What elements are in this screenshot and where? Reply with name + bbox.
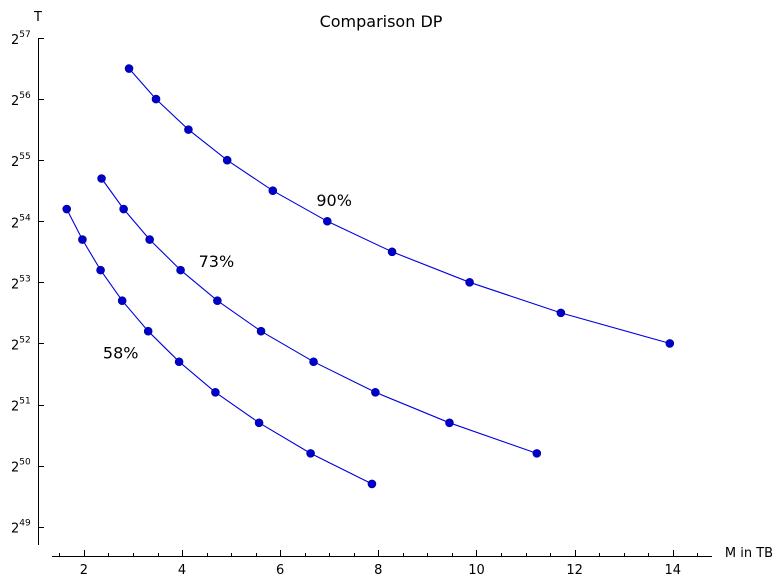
x-tick-label: 14 xyxy=(664,563,681,578)
series-layer xyxy=(62,64,675,489)
chart-title: Comparison DP xyxy=(320,12,443,31)
data-point xyxy=(465,278,474,287)
series-line xyxy=(128,68,670,344)
data-point xyxy=(62,204,72,214)
series-0 xyxy=(124,64,675,348)
data-point xyxy=(254,418,264,428)
x-tick-label: 2 xyxy=(80,563,88,578)
data-point xyxy=(211,387,220,397)
y-ticks: 249 250 251 252 253 254 255 256 257 xyxy=(11,30,44,537)
series-line xyxy=(66,208,373,485)
data-point xyxy=(174,357,184,367)
y-tick-label: 251 xyxy=(11,397,31,415)
data-point xyxy=(222,155,232,165)
y-tick-label: 257 xyxy=(11,30,31,48)
data-point xyxy=(367,479,377,489)
x-axis-title: M in TB xyxy=(725,546,773,561)
data-point xyxy=(556,308,566,318)
data-point xyxy=(97,174,106,183)
y-tick-label: 253 xyxy=(11,274,31,292)
data-point xyxy=(143,326,153,336)
x-ticks: 2 4 6 8 10 12 14 xyxy=(59,550,698,578)
data-point xyxy=(665,339,675,348)
data-point xyxy=(445,418,454,428)
x-tick-label: 10 xyxy=(468,563,485,578)
series-line xyxy=(101,178,537,454)
data-point xyxy=(176,265,185,275)
x-tick-label: 6 xyxy=(276,563,284,578)
data-point xyxy=(151,94,161,104)
series-1 xyxy=(97,174,542,458)
data-point xyxy=(124,64,134,73)
data-point xyxy=(371,387,380,397)
y-tick-label: 254 xyxy=(11,213,31,231)
x-tick-label: 12 xyxy=(566,563,583,578)
data-point xyxy=(387,247,397,257)
x-tick-label: 8 xyxy=(374,563,382,578)
data-point xyxy=(309,357,318,367)
data-point xyxy=(96,265,105,275)
annotation-layer: 90% 73% 58% xyxy=(103,191,352,363)
x-tick-label: 4 xyxy=(178,563,186,578)
y-axis-title: T xyxy=(33,10,42,25)
series-annotation: 58% xyxy=(103,344,139,363)
series-2 xyxy=(62,204,377,489)
y-tick-label: 249 xyxy=(11,519,31,537)
data-point xyxy=(256,326,266,336)
series-annotation: 73% xyxy=(199,252,235,271)
data-point xyxy=(532,449,542,458)
series-annotation: 90% xyxy=(316,191,352,210)
y-tick-label: 252 xyxy=(11,335,31,353)
data-point xyxy=(117,296,127,305)
data-point xyxy=(268,186,278,196)
y-tick-label: 255 xyxy=(11,152,31,170)
y-tick-label: 256 xyxy=(11,91,31,109)
data-point xyxy=(184,125,193,134)
data-point xyxy=(119,204,128,214)
data-point xyxy=(306,449,315,458)
data-point xyxy=(322,216,332,226)
data-point xyxy=(145,235,154,244)
data-point xyxy=(213,296,222,305)
data-point xyxy=(78,235,87,244)
y-tick-label: 250 xyxy=(11,458,31,476)
